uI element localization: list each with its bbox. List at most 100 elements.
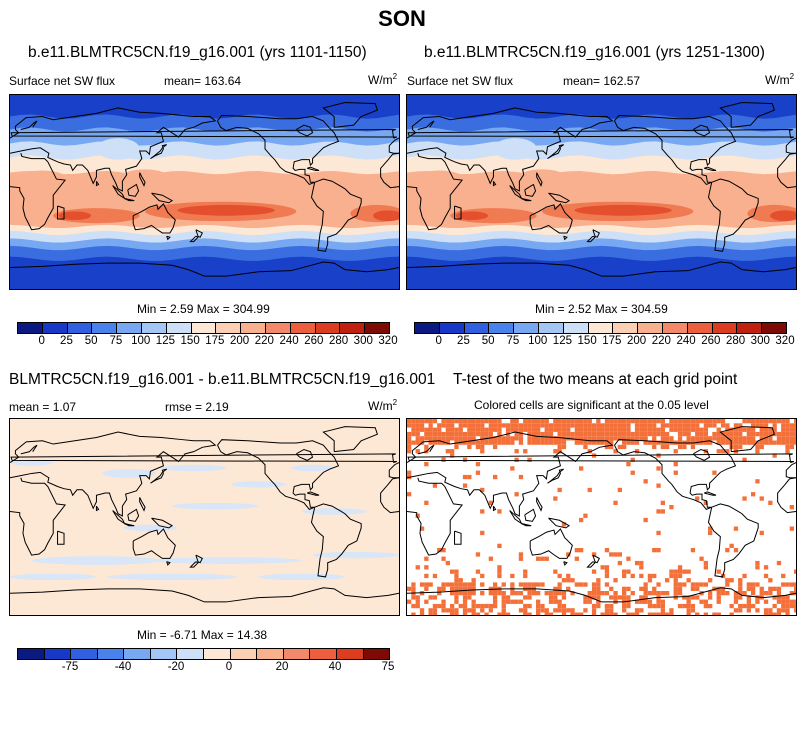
significant-cell	[462, 608, 468, 613]
significant-cell	[596, 436, 601, 441]
coastline	[217, 114, 340, 186]
significant-cell	[781, 431, 786, 437]
significant-cell	[591, 582, 597, 587]
significant-cell	[716, 427, 721, 432]
colorbar-swatch	[216, 323, 242, 333]
significant-cell	[561, 591, 567, 596]
significant-cell	[428, 595, 433, 600]
colorbar-swatch	[315, 323, 341, 333]
significant-cell	[480, 449, 485, 454]
significant-cell	[609, 436, 614, 441]
colorbar-tick-label: 75	[506, 335, 520, 347]
significant-cell	[677, 436, 683, 441]
significant-cell	[445, 436, 450, 441]
significant-cell	[772, 612, 777, 615]
significant-cell	[746, 419, 751, 424]
significant-cell	[776, 591, 782, 596]
significant-cell	[523, 603, 528, 609]
right-panel-mean: mean= 162.57	[563, 74, 641, 88]
significant-cell	[587, 591, 592, 596]
significant-cell	[781, 599, 786, 604]
coastline	[388, 137, 399, 154]
colorbar-tick-label: 280	[725, 335, 746, 347]
significant-cell	[570, 436, 575, 441]
significant-cell	[617, 552, 622, 557]
significant-cell	[609, 612, 614, 615]
significant-cell	[751, 586, 756, 591]
significant-cell	[510, 419, 515, 424]
significant-cell	[733, 591, 739, 596]
significant-cell	[716, 569, 721, 574]
left-panel-title: b.e11.BLMTRC5CN.f19_g16.001 (yrs 1101-11…	[28, 44, 367, 61]
coastline	[10, 477, 67, 556]
significant-cell	[548, 423, 554, 428]
ttest-panel-subtitle: Colored cells are significant at the 0.0…	[474, 398, 709, 412]
significant-cell	[785, 431, 790, 437]
significant-cell	[471, 599, 476, 604]
significant-cell	[690, 586, 696, 591]
significant-cell	[591, 603, 597, 609]
significant-cell	[591, 586, 597, 591]
flux-region	[574, 204, 672, 216]
significant-cell	[424, 565, 429, 570]
coastline	[529, 203, 573, 234]
diff-panel-title: BLMTRC5CN.f19_g16.001 - b.e11.BLMTRC5CN.…	[9, 371, 436, 388]
significant-cell	[411, 612, 416, 615]
significant-cell	[527, 436, 532, 441]
significant-cell	[733, 427, 739, 432]
significant-cell	[626, 427, 631, 432]
significant-cell	[424, 462, 429, 467]
significant-cell	[432, 436, 438, 441]
significant-cell	[536, 591, 541, 596]
significant-cell	[751, 427, 756, 432]
colorbar-swatch	[44, 649, 72, 659]
significant-cell	[622, 419, 627, 424]
significant-cell	[574, 440, 579, 445]
coastline	[388, 462, 399, 479]
significant-cell	[493, 582, 498, 587]
colorbar-tick-label: 300	[750, 335, 770, 347]
significant-cell	[626, 586, 631, 591]
colorbar-swatch	[464, 323, 490, 333]
significant-cell	[604, 612, 610, 615]
significant-cell	[557, 586, 562, 591]
diff-panel-units: W/m2	[368, 398, 397, 413]
significant-cell	[733, 599, 739, 604]
colorbar-tick-label: 0	[38, 335, 45, 347]
significant-cell	[630, 440, 635, 445]
significant-cell	[591, 591, 597, 596]
significant-cell	[785, 440, 790, 445]
significant-cell	[634, 423, 640, 428]
significant-cell	[527, 591, 532, 596]
significant-cell	[574, 612, 579, 615]
significant-cell	[622, 444, 627, 450]
coastline	[454, 205, 462, 220]
significant-cell	[424, 599, 429, 604]
significant-cell	[716, 591, 721, 596]
significant-cell	[604, 548, 610, 553]
significant-cell	[450, 453, 455, 458]
significant-cell	[531, 427, 536, 432]
coastline	[614, 114, 737, 186]
coastline	[521, 197, 532, 202]
coastline	[536, 497, 543, 512]
significant-cell	[428, 440, 433, 445]
coastline	[707, 503, 759, 578]
significant-cell	[432, 603, 438, 609]
significant-cell	[746, 431, 751, 437]
significant-cell	[789, 436, 794, 441]
colorbar-tick-label: 100	[131, 335, 151, 347]
significant-cell	[450, 569, 455, 574]
significant-cell	[600, 440, 605, 445]
significant-cell	[411, 603, 416, 609]
units-sup: 2	[789, 72, 795, 81]
significant-cell	[514, 599, 519, 604]
significant-cell	[574, 419, 579, 424]
significant-cell	[695, 612, 700, 615]
flux-region	[107, 573, 237, 581]
significant-cell	[617, 431, 622, 437]
significant-cell	[471, 608, 476, 613]
significant-cell	[716, 440, 721, 445]
significant-cell	[703, 436, 708, 441]
coastline	[563, 561, 568, 566]
